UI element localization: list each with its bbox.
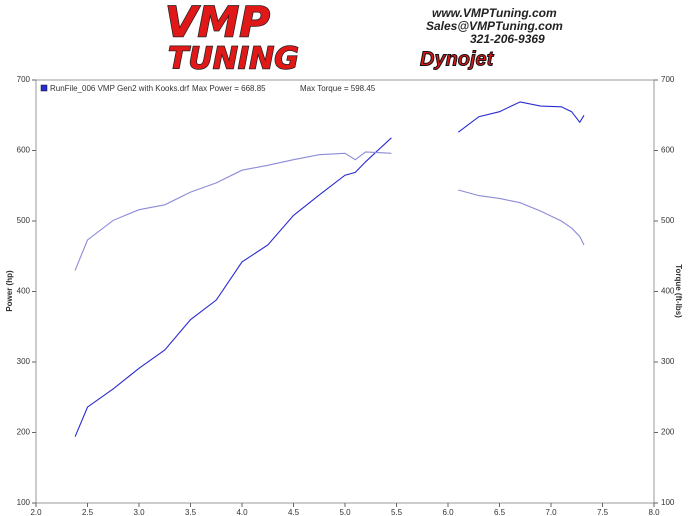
y-tick-label: 500 <box>17 216 31 225</box>
y2-tick-label: 500 <box>661 216 675 225</box>
x-tick-label: 2.0 <box>30 508 42 516</box>
x-tick-label: 5.0 <box>339 508 351 516</box>
series-line <box>74 151 585 271</box>
x-tick-label: 7.0 <box>545 508 557 516</box>
logo-vmp: VMP <box>165 0 270 47</box>
y2-tick-label: 100 <box>661 498 675 507</box>
y2-tick-label: 400 <box>661 287 675 296</box>
email: Sales@VMPTuning.com <box>426 19 563 33</box>
legend-max-torque: Max Torque = 598.45 <box>300 84 376 93</box>
x-tick-label: 3.5 <box>185 508 197 516</box>
legend-max-power: Max Power = 668.85 <box>192 84 266 93</box>
y2-tick-label: 300 <box>661 357 675 366</box>
series-line <box>74 101 585 437</box>
y-tick-label: 300 <box>17 357 31 366</box>
x-tick-label: 6.0 <box>442 508 454 516</box>
logo-tuning: TUNING <box>168 42 299 77</box>
x-tick-label: 6.5 <box>494 508 506 516</box>
x-tick-label: 7.5 <box>597 508 609 516</box>
x-tick-label: 8.0 <box>648 508 660 516</box>
y-tick-label: 200 <box>17 428 31 437</box>
legend-swatch <box>40 84 48 92</box>
legend-run: RunFile_006 VMP Gen2 with Kooks.drf <box>50 84 190 93</box>
y-tick-label: 700 <box>17 75 31 84</box>
y-axis-label: Power (hp) <box>5 270 14 312</box>
x-tick-label: 4.0 <box>236 508 248 516</box>
dynojet-logo: Dynojet <box>420 48 495 70</box>
x-tick-label: 2.5 <box>82 508 94 516</box>
y2-axis-label: Torque (ft-lbs) <box>674 264 683 318</box>
phone: 321-206-9369 <box>470 32 545 46</box>
y-tick-label: 600 <box>17 146 31 155</box>
y-tick-label: 100 <box>17 498 31 507</box>
x-tick-label: 4.5 <box>288 508 300 516</box>
website: www.VMPTuning.com <box>432 6 557 20</box>
y2-tick-label: 200 <box>661 428 675 437</box>
x-tick-label: 5.5 <box>391 508 403 516</box>
x-tick-label: 3.0 <box>133 508 145 516</box>
y2-tick-label: 700 <box>661 75 675 84</box>
y2-tick-label: 600 <box>661 146 675 155</box>
y-tick-label: 400 <box>17 287 31 296</box>
